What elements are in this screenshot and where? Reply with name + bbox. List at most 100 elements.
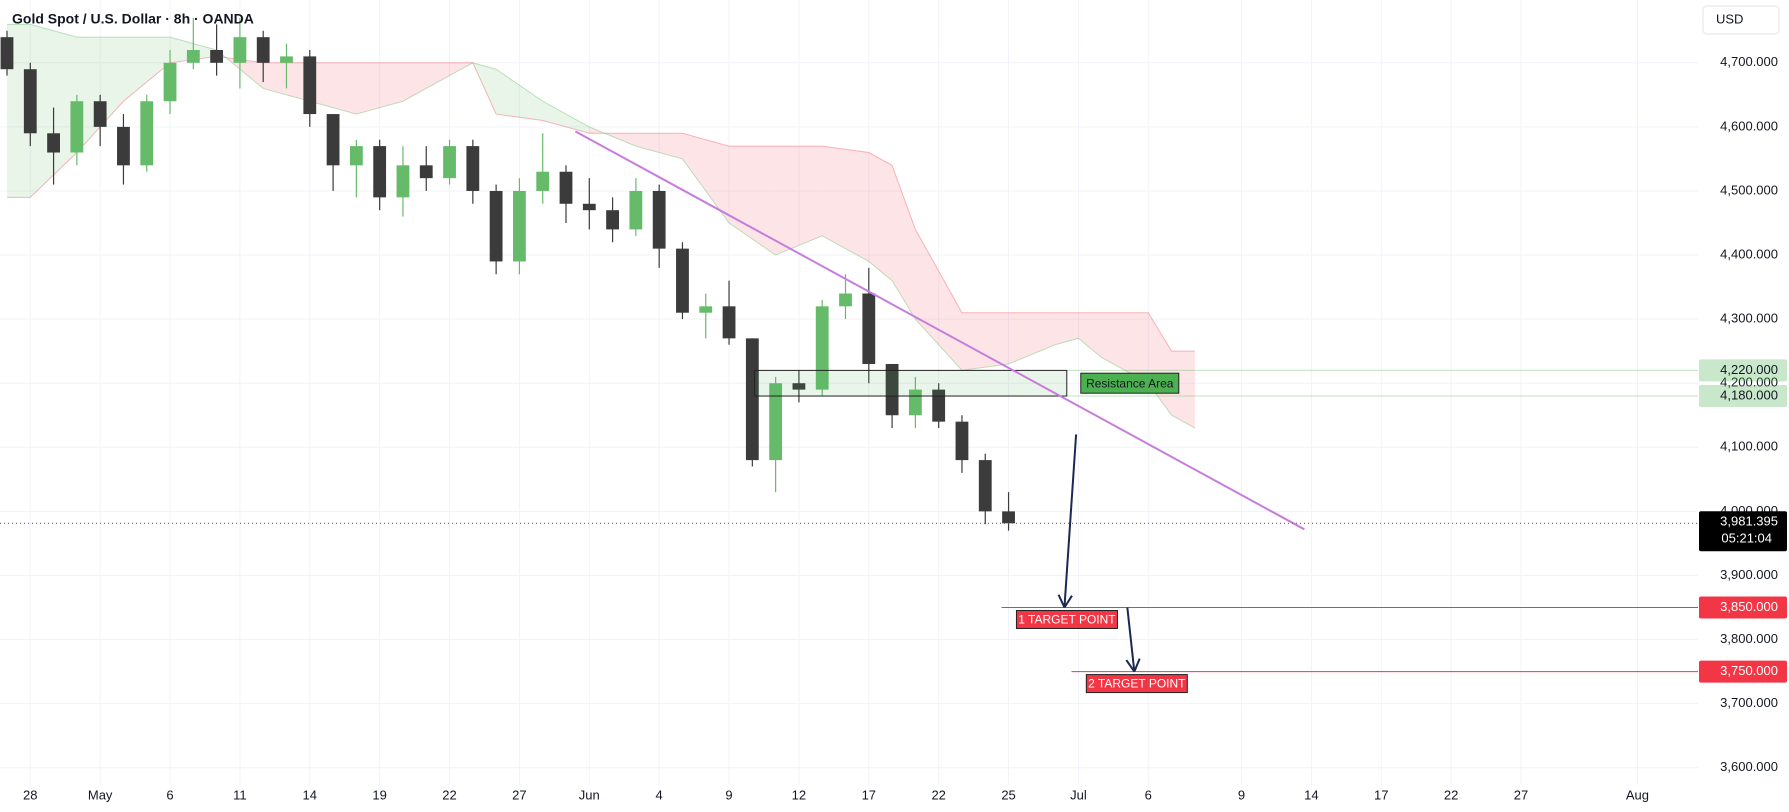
resistance-box	[754, 369, 1068, 397]
y-tick-label: 3,800.000	[1720, 631, 1778, 646]
candle-body	[443, 146, 456, 179]
currency-button[interactable]	[1702, 5, 1780, 35]
x-tick-label: 19	[372, 787, 386, 802]
candle-body	[513, 190, 526, 262]
candle-body	[955, 421, 969, 461]
y-tick-label: 4,400.000	[1720, 246, 1778, 261]
candle-body	[745, 338, 759, 461]
candle-body	[629, 190, 643, 230]
y-tick-label: 3,700.000	[1720, 695, 1778, 710]
candle-body	[0, 37, 14, 70]
y-tick-label: 4,700.000	[1720, 54, 1778, 69]
level-price-label: 4,220.000	[1720, 362, 1778, 377]
y-tick-label: 4,600.000	[1720, 118, 1778, 133]
candle-body	[117, 126, 130, 166]
candle-body	[396, 165, 410, 198]
candle-body	[466, 146, 480, 191]
arrow-head	[1125, 659, 1136, 673]
y-tick-label: 3,600.000	[1720, 759, 1778, 774]
x-tick-label: 4	[656, 787, 663, 802]
resistance-label: Resistance Area	[1086, 376, 1174, 390]
x-tick-label: 27	[512, 787, 526, 802]
x-tick-label: 12	[792, 787, 806, 802]
x-tick-label: 28	[23, 787, 37, 802]
candle-body	[559, 171, 573, 204]
candle-body	[722, 306, 736, 339]
cloud-fill	[892, 165, 916, 320]
candle-body	[349, 146, 363, 166]
y-tick-label: 4,200.000	[1720, 375, 1778, 390]
target-arrow	[1126, 607, 1136, 672]
cloud-fill	[356, 62, 403, 115]
x-tick-label: 9	[725, 787, 732, 802]
cloud-fill	[868, 152, 893, 281]
x-tick-label: 6	[166, 787, 173, 802]
candle-body	[815, 306, 829, 390]
cloud-fill	[1171, 351, 1195, 429]
last-price-label: 3,981.395	[1720, 514, 1778, 529]
target-label: 1 TARGET POINT	[1018, 613, 1116, 627]
candle-body	[885, 363, 899, 416]
x-tick-label: Aug	[1626, 787, 1649, 802]
resistance-label-bg	[1080, 372, 1180, 394]
candle-body	[93, 101, 107, 127]
y-tick-label: 4,300.000	[1720, 311, 1778, 326]
y-tick-label: 3,900.000	[1720, 567, 1778, 582]
cloud-fill	[1055, 312, 1079, 345]
candle-body	[163, 62, 177, 102]
arrow-head	[1133, 658, 1141, 672]
level-price-bg	[1699, 385, 1787, 408]
candle-body	[792, 383, 806, 390]
candle-body	[536, 171, 550, 191]
arrow-head	[1063, 595, 1073, 609]
x-tick-label: 22	[931, 787, 945, 802]
x-tick-label: 22	[442, 787, 456, 802]
candle-body	[676, 248, 689, 313]
candle-body	[233, 37, 247, 63]
x-tick-label: Jun	[579, 787, 600, 802]
target-price-bg	[1699, 660, 1787, 683]
currency-label[interactable]: USD	[1716, 11, 1743, 26]
cloud-fill	[635, 133, 683, 159]
candle-body	[606, 210, 619, 230]
cloud-fill	[682, 133, 730, 224]
candle-body	[23, 69, 37, 134]
cloud-fill	[589, 126, 636, 147]
candle-body	[652, 190, 666, 249]
x-tick-label: 6	[1145, 787, 1152, 802]
cloud-fill	[542, 101, 590, 134]
candle-body	[326, 114, 340, 166]
cloud-fill	[496, 69, 543, 121]
countdown-label: 05:21:04	[1721, 531, 1772, 546]
candle-body	[280, 56, 293, 63]
x-tick-label: 27	[1514, 787, 1528, 802]
target-price-label: 3,750.000	[1720, 663, 1778, 678]
candle-body	[303, 56, 317, 115]
cloud-fill	[449, 62, 473, 76]
candle-body	[256, 37, 270, 63]
cloud-fill	[309, 62, 357, 115]
y-tick-label: 4,500.000	[1720, 182, 1778, 197]
cloud-fill	[961, 312, 1009, 371]
cloud-fill	[472, 62, 497, 115]
target-label: 2 TARGET POINT	[1088, 677, 1186, 691]
candle-body	[47, 133, 60, 153]
level-price-bg	[1699, 359, 1787, 382]
target-price-label: 3,850.000	[1720, 599, 1778, 614]
trendline	[574, 130, 1305, 531]
target-price-bg	[1699, 596, 1787, 619]
cloud-fill	[1078, 312, 1102, 358]
target-arrow	[1063, 434, 1078, 608]
candle-body	[210, 49, 224, 63]
candle-body	[70, 101, 84, 153]
y-tick-label: 4,100.000	[1720, 439, 1778, 454]
x-tick-label: 17	[1374, 787, 1388, 802]
x-tick-label: 17	[862, 787, 876, 802]
candle-body	[699, 306, 713, 313]
cloud-fill	[402, 62, 450, 102]
candle-body	[140, 101, 154, 166]
cloud-fill	[822, 146, 869, 262]
last-price-bg	[1699, 511, 1787, 552]
